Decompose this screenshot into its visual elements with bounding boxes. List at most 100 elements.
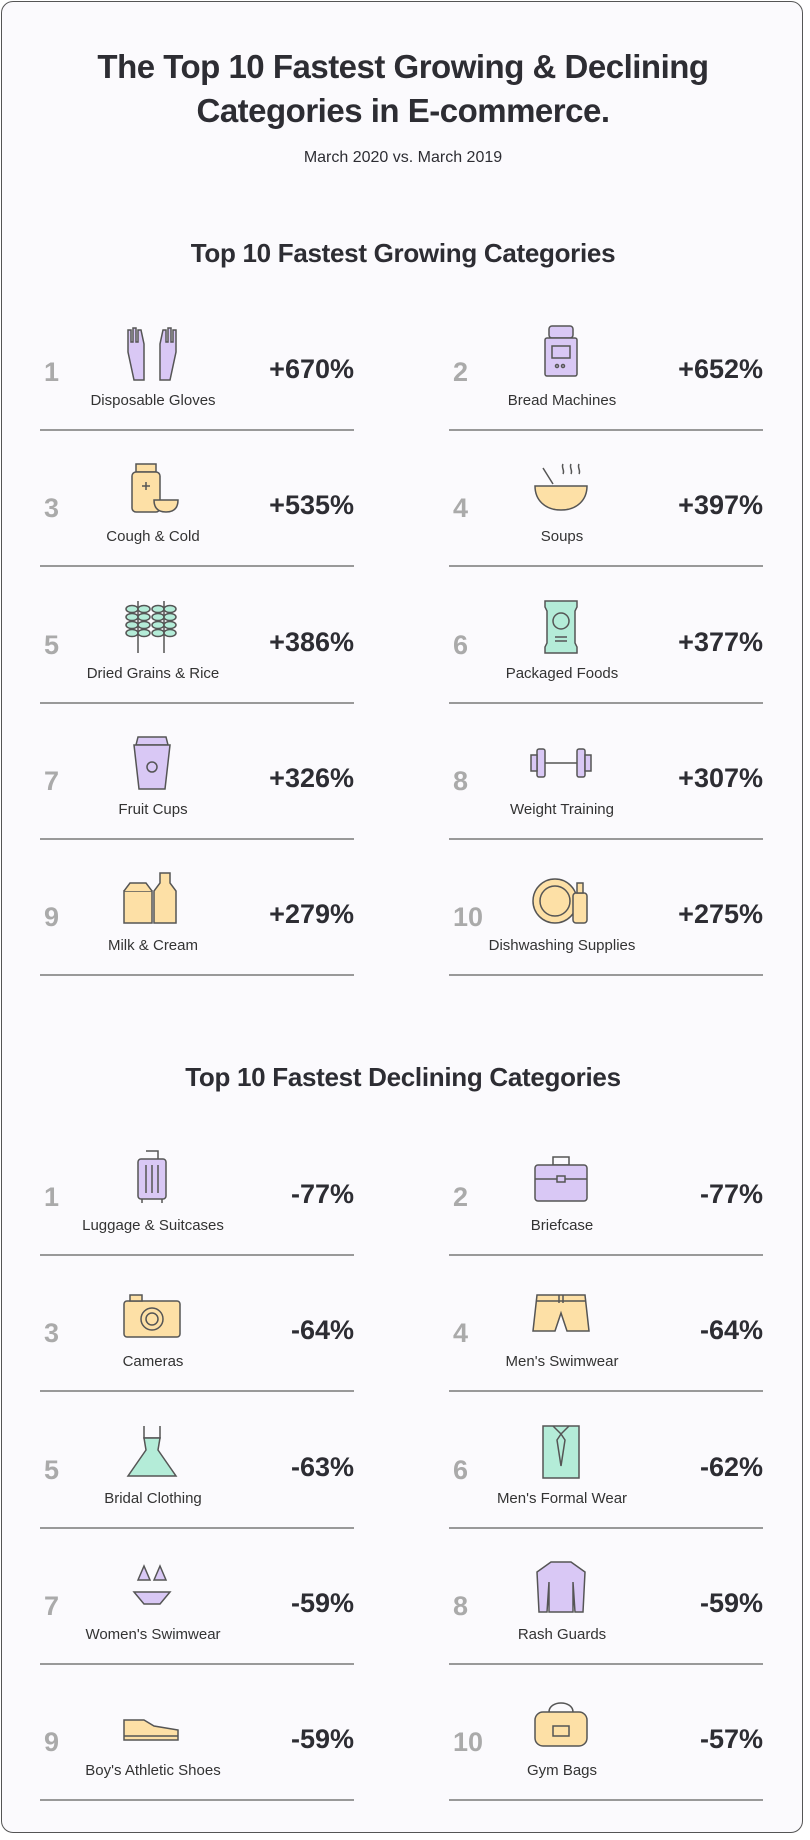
- category-item: 3 Cameras -64%: [40, 1255, 354, 1393]
- rank-number: 7: [44, 765, 60, 796]
- category-label: Rash Guards: [517, 1625, 607, 1643]
- category-label: Cameras: [122, 1353, 184, 1371]
- package-icon: [529, 597, 593, 655]
- divider: [40, 701, 354, 704]
- percent-change: +307%: [678, 762, 763, 793]
- category-item: 5 Dried Grains & Rice +386%: [40, 567, 354, 704]
- category-label: Men's Swimwear: [505, 1353, 619, 1371]
- rank-number: 8: [453, 765, 469, 796]
- title-line-2: Categories in E-commerce.: [196, 92, 611, 129]
- percent-change: -59%: [290, 1724, 354, 1755]
- category-item: 10 Dishwashing Supplies +275%: [449, 839, 763, 977]
- category-item: 7 Women's Swimwear -59%: [40, 1528, 354, 1665]
- rank-number: 10: [453, 902, 484, 933]
- category-label: Women's Swimwear: [85, 1625, 221, 1643]
- category-label: Disposable Gloves: [90, 392, 216, 409]
- category-item: 6 Packaged Foods +377%: [449, 567, 763, 704]
- divider: [449, 974, 763, 977]
- rash-guard-icon: [529, 1558, 593, 1616]
- category-label: Packaged Foods: [505, 664, 619, 682]
- divider: [449, 1526, 763, 1529]
- rank-number: 7: [44, 1590, 60, 1621]
- briefcase-icon: [529, 1149, 593, 1207]
- medicine-icon: [120, 460, 184, 518]
- milk-icon: [120, 869, 184, 927]
- category-item: 3 Cough & Cold +535%: [40, 430, 354, 568]
- category-label: Luggage & Suitcases: [82, 1217, 224, 1234]
- rank-number: 2: [453, 357, 469, 387]
- percent-change: -59%: [290, 1587, 354, 1618]
- rank-number: 1: [44, 1182, 60, 1212]
- dish-soap-icon: [529, 869, 593, 927]
- subtitle: March 2020 vs. March 2019: [303, 149, 503, 166]
- percent-change: -57%: [699, 1724, 763, 1755]
- divider: [449, 429, 763, 431]
- title-line-1: The Top 10 Fastest Growing & Declining: [97, 48, 709, 85]
- category-label: Milk & Cream: [107, 937, 198, 955]
- declining-section-heading: Top 10 Fastest Declining Categories: [185, 1062, 621, 1092]
- divider: [449, 565, 763, 568]
- divider: [40, 1390, 354, 1393]
- divider: [40, 565, 354, 568]
- category-label: Soups: [540, 528, 584, 546]
- growing-section-heading: Top 10 Fastest Growing Categories: [190, 238, 616, 268]
- rank-number: 6: [453, 629, 469, 660]
- gym-bag-icon: [529, 1694, 593, 1752]
- category-item: 2 Briefcase -77%: [449, 1119, 763, 1256]
- suitcase-icon: [120, 1149, 184, 1207]
- category-label: Men's Formal Wear: [496, 1489, 628, 1507]
- percent-change: +652%: [678, 354, 763, 384]
- divider: [449, 701, 763, 704]
- category-item: 2 Bread Machines +652%: [449, 294, 763, 431]
- category-label: Briefcase: [530, 1217, 594, 1234]
- category-label: Dried Grains & Rice: [86, 664, 220, 682]
- percent-change: -63%: [290, 1451, 354, 1482]
- percent-change: -62%: [699, 1451, 763, 1482]
- rank-number: 1: [44, 357, 60, 387]
- rank-number: 3: [44, 1318, 60, 1349]
- percent-change: +377%: [678, 626, 763, 657]
- divider: [40, 429, 354, 431]
- percent-change: -64%: [699, 1315, 763, 1346]
- category-label: Bread Machines: [507, 392, 617, 409]
- wheat-icon: [120, 597, 184, 655]
- rank-number: 3: [44, 493, 60, 524]
- divider: [449, 1662, 763, 1665]
- category-label: Fruit Cups: [118, 800, 188, 818]
- percent-change: +535%: [269, 490, 354, 521]
- swim-shorts-icon: [529, 1285, 593, 1343]
- percent-change: -77%: [699, 1179, 763, 1209]
- category-item: 7 Fruit Cups +326%: [40, 703, 354, 840]
- category-item: 8 Weight Training +307%: [449, 703, 763, 840]
- percent-change: -64%: [290, 1315, 354, 1346]
- category-item: 4 Soups +397%: [449, 430, 763, 568]
- camera-icon: [120, 1285, 184, 1343]
- divider: [40, 1254, 354, 1256]
- category-item: 10 Gym Bags -57%: [449, 1664, 763, 1802]
- divider: [40, 837, 354, 840]
- rank-number: 9: [44, 902, 60, 933]
- divider: [449, 1799, 763, 1802]
- category-item: 5 Bridal Clothing -63%: [40, 1392, 354, 1529]
- category-item: 9 Boy's Athletic Shoes -59%: [40, 1664, 354, 1802]
- divider: [449, 1254, 763, 1256]
- category-item: 9 Milk & Cream +279%: [40, 839, 354, 977]
- category-label: Dishwashing Supplies: [488, 937, 636, 955]
- percent-change: -59%: [699, 1587, 763, 1618]
- percent-change: +670%: [269, 354, 354, 384]
- category-label: Bridal Clothing: [104, 1489, 202, 1507]
- shoe-icon: [120, 1694, 184, 1752]
- soup-bowl-icon: [529, 460, 593, 518]
- bread-machine-icon: [529, 324, 593, 382]
- percent-change: +279%: [269, 899, 354, 930]
- category-item: 1 Disposable Gloves +670%: [40, 294, 354, 431]
- percent-change: +397%: [678, 490, 763, 521]
- percent-change: +326%: [269, 762, 354, 793]
- divider: [449, 1390, 763, 1393]
- divider: [40, 974, 354, 977]
- percent-change: +275%: [678, 899, 763, 930]
- category-label: Cough & Cold: [106, 528, 200, 546]
- shirt-tie-icon: [529, 1422, 593, 1480]
- gloves-icon: [120, 324, 184, 382]
